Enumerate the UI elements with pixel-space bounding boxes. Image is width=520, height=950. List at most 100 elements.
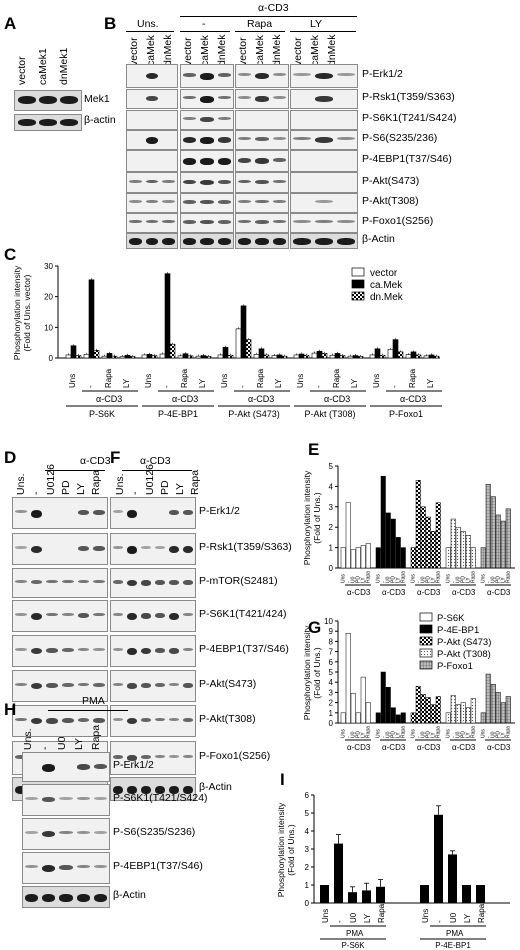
bar xyxy=(141,354,148,359)
bar xyxy=(159,353,166,359)
legend-swatch xyxy=(419,612,433,622)
lane-label-vector: vector xyxy=(237,37,249,66)
blot-band xyxy=(30,683,43,690)
blot-band xyxy=(272,137,286,140)
blot-band xyxy=(155,648,165,653)
blot-band xyxy=(200,117,214,122)
blot-band xyxy=(129,200,142,203)
bar xyxy=(360,545,366,569)
blot-band xyxy=(42,865,56,873)
blot-p-erk1-2-group-0 xyxy=(126,64,178,88)
x-tick-label: - xyxy=(238,385,247,388)
blot-band xyxy=(169,755,179,758)
treatment-label: α-CD3 xyxy=(487,743,511,752)
blot-band xyxy=(272,179,286,183)
bar xyxy=(88,279,95,359)
blot-p-s6k1-t241-s424-group-2 xyxy=(235,110,289,130)
blot-band xyxy=(217,220,231,224)
x-tick-label: LY xyxy=(274,378,283,388)
lane-label-ly: LY xyxy=(75,482,87,495)
blot-band xyxy=(62,683,74,687)
bar xyxy=(390,707,396,724)
bar xyxy=(450,695,456,724)
legend-label-dn-mek: dn.Mek xyxy=(370,292,404,303)
x-tick-label: Uns xyxy=(446,729,452,738)
blot-label-p-erk1-2: P-Erk1/2 xyxy=(199,505,240,517)
x-tick-label: Rapa xyxy=(366,571,372,583)
bar xyxy=(177,355,184,359)
bar xyxy=(433,355,440,359)
blot-band xyxy=(155,755,165,758)
bar xyxy=(455,704,461,724)
x-tick-label: Uns xyxy=(341,729,347,738)
bar xyxy=(311,352,318,359)
bar xyxy=(200,355,207,359)
legend-label-p-foxo1: P-Foxo1 xyxy=(437,661,473,672)
blot-label-p-foxo1-s256: P-Foxo1(S256) xyxy=(362,215,434,227)
x-tick-label: LY xyxy=(463,913,472,923)
bar xyxy=(400,712,406,724)
treatment-label: α-CD3 xyxy=(347,588,371,597)
blot-p-foxo1-s256-group-1 xyxy=(180,213,234,233)
x-tick-label: Rapa xyxy=(377,903,386,923)
lane-label-dnmek: dnMek xyxy=(271,34,283,66)
blot-band xyxy=(255,220,269,224)
treatment-label: α-CD3 xyxy=(452,743,476,752)
x-tick-label: - xyxy=(416,581,422,583)
blot-band xyxy=(113,546,123,549)
x-tick-label: LY xyxy=(431,577,437,583)
bar xyxy=(281,355,288,359)
blot-band xyxy=(93,718,105,723)
blot-band xyxy=(183,117,197,120)
blot-band xyxy=(200,200,214,205)
blot-band xyxy=(145,179,159,183)
blot-d-row-4 xyxy=(12,635,108,667)
panel-label-a: A xyxy=(4,14,17,33)
bar xyxy=(420,694,426,724)
x-tick-label: PD xyxy=(461,731,467,738)
blot-band xyxy=(113,786,123,794)
blot-band xyxy=(155,718,165,722)
blot-p-rsk1-t359-s363-group-3 xyxy=(290,89,358,109)
bar xyxy=(465,535,471,569)
bar xyxy=(187,355,194,359)
blot-f-row-1 xyxy=(110,533,196,565)
bar xyxy=(334,353,341,359)
blot-band xyxy=(15,683,27,686)
blot-band xyxy=(15,718,27,722)
bar xyxy=(455,526,461,569)
blot-band xyxy=(141,546,151,549)
lane-label-uns: Uns. xyxy=(114,473,126,495)
blot-label-mek1: Mek1 xyxy=(84,93,110,105)
blot-band xyxy=(315,238,333,245)
group-label: P-Akt (S473) xyxy=(228,409,280,419)
lane-label-vector: vector xyxy=(128,37,140,66)
blot-band xyxy=(93,683,105,687)
blot-d-row-1 xyxy=(12,533,108,565)
blot-p-akt-s473-group-0 xyxy=(126,172,178,193)
x-tick-label: U0 xyxy=(386,576,392,583)
y-tick-label: 2 xyxy=(329,699,334,708)
lane-label-vector: vector xyxy=(292,37,304,66)
x-tick-label: - xyxy=(346,736,352,738)
y-axis-label-line2: (Fold of Uns.) xyxy=(312,492,322,544)
blot-band xyxy=(272,158,286,162)
blot-band xyxy=(129,220,142,223)
panel-label-c: C xyxy=(4,245,17,264)
bar xyxy=(340,712,346,724)
x-tick-label: - xyxy=(486,736,492,738)
lane-label-dnmek: dnMek xyxy=(216,34,228,66)
blot-label-p-4ebp1-t37-s46: P-4EBP1(T37/S46) xyxy=(113,860,203,872)
x-tick-label: Uns xyxy=(68,374,77,388)
y-tick-label: 10 xyxy=(44,323,53,332)
blot-band xyxy=(25,865,39,868)
panel-b-group-bar-ly xyxy=(290,31,356,32)
lane-label-rapa: Rapa xyxy=(90,469,102,495)
blot-label-p-s6k1-t421-424: P-S6K1(T421/424) xyxy=(199,608,287,620)
y-tick-label: 4 xyxy=(329,482,334,491)
bar xyxy=(169,343,176,359)
blot-f-row-4 xyxy=(110,635,196,667)
blot-band xyxy=(169,648,179,654)
blot-band xyxy=(183,73,197,77)
y-tick-label: 8 xyxy=(329,637,334,646)
